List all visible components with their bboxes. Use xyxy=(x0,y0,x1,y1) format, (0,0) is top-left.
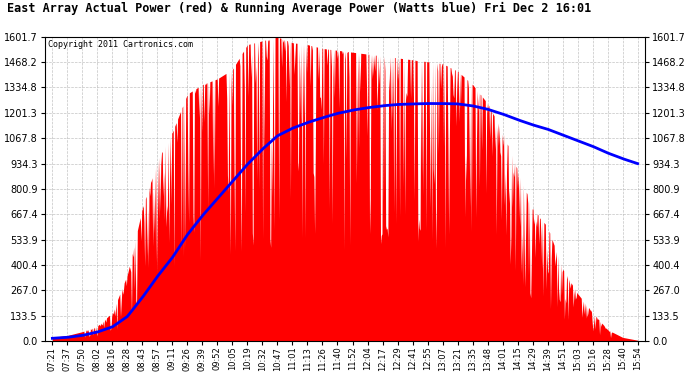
Text: Copyright 2011 Cartronics.com: Copyright 2011 Cartronics.com xyxy=(48,40,193,49)
Text: East Array Actual Power (red) & Running Average Power (Watts blue) Fri Dec 2 16:: East Array Actual Power (red) & Running … xyxy=(7,2,591,15)
